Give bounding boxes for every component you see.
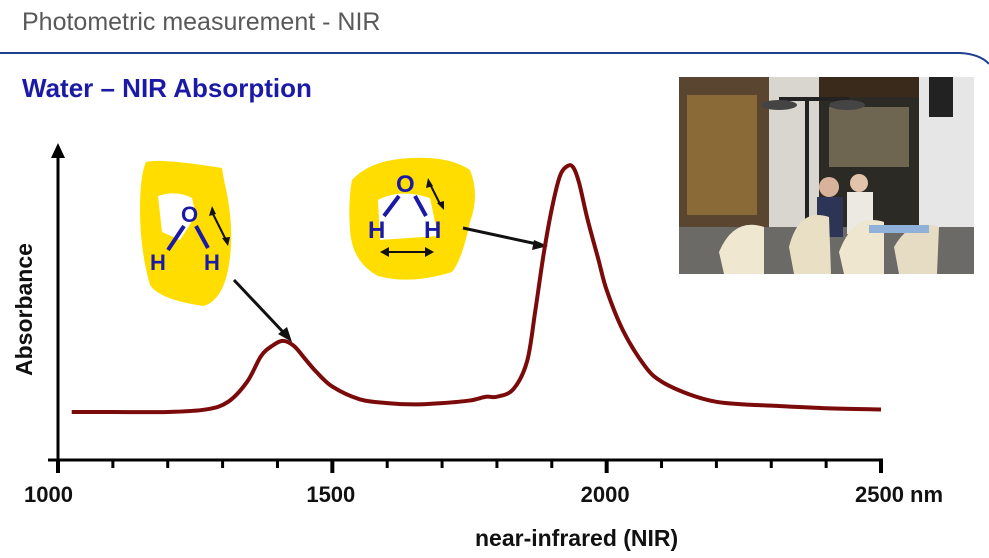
section-title: Water – NIR Absorption [22,73,312,103]
bend-hydrogen-left-label: H [150,250,166,275]
bend-oxygen-label: O [181,202,198,227]
absorbance-curve [71,163,882,415]
molecule-bend: O H H [140,160,232,306]
bend-pointer-arrowhead [278,327,292,342]
bend-hydrogen-right-label: H [204,250,220,275]
y-axis-arrowhead [51,143,65,158]
stretch-pointer-arrow [462,226,538,246]
x-axis-tick-labels: 1000 1500 2000 2500 nm [24,482,943,507]
header-rule [0,52,989,65]
stretch-hydrogen-right-label: H [424,217,441,244]
stretch-hydrogen-left-label: H [368,217,385,244]
molecule-stretch: O H H [349,157,475,280]
x-tick-label: 2000 [581,482,630,507]
page-title: Photometric measurement - NIR [22,8,381,36]
cafe-terrace-photo [679,77,974,274]
stretch-oxygen-label: O [396,171,415,198]
x-tick-label: 1500 [306,482,355,507]
x-tick-label: 2500 nm [855,482,943,507]
x-axis-ticks [56,460,883,473]
y-axis-label: Absorbance [11,243,37,376]
x-axis-label: near-infrared (NIR) [475,525,678,551]
bend-pointer-arrow [232,278,286,335]
x-tick-label: 1000 [24,482,73,507]
stretch-pointer-arrowhead [532,240,548,250]
